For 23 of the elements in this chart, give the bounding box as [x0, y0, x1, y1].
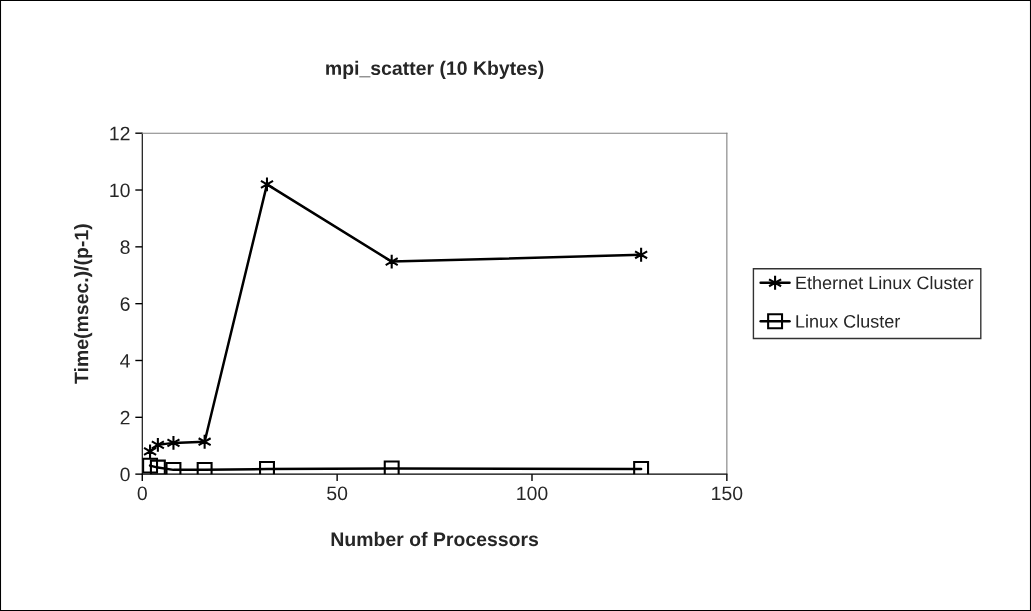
x-axis-title: Number of Processors — [331, 531, 539, 547]
y-tick-label: 4 — [120, 354, 130, 368]
x-tick-label: 50 — [327, 486, 348, 501]
y-tick-label: 10 — [110, 183, 130, 198]
point — [142, 457, 159, 474]
y-tick-label: 2 — [120, 410, 130, 425]
point — [259, 461, 275, 475]
point — [196, 461, 213, 475]
x-tick-label: 150 — [712, 486, 743, 501]
y-tick-label: 12 — [110, 126, 130, 141]
y-axis-title: Time(msec.)/(p-1) — [74, 224, 93, 384]
y-tick-label: 8 — [120, 240, 130, 255]
y-tick-label: 6 — [120, 297, 130, 311]
point — [383, 460, 400, 475]
point — [165, 461, 182, 475]
x-tick-label: 100 — [517, 486, 548, 501]
point — [633, 461, 650, 475]
legend-label: Ethernet Linux Cluster — [796, 276, 974, 290]
y-tick-label: 0 — [120, 467, 130, 482]
x-tick-label: 0 — [137, 486, 147, 501]
point — [149, 459, 166, 475]
legend-label: Linux Cluster — [796, 314, 901, 328]
chart-title: mpi_scatter (10 Kbytes) — [326, 60, 544, 79]
